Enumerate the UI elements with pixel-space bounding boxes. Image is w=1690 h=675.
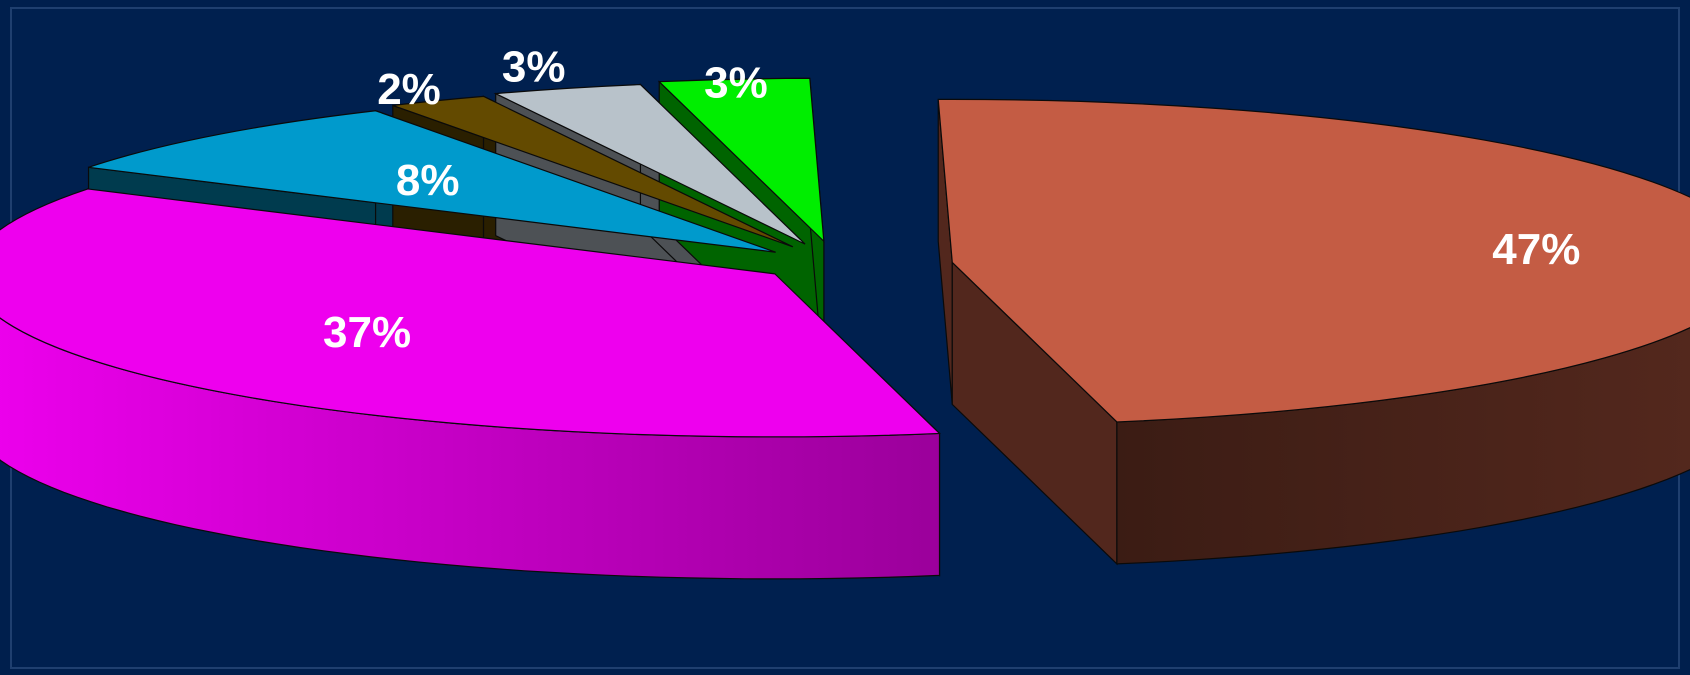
- slice-label-3: 8%: [396, 156, 460, 205]
- slice-5-top: [493, 83, 806, 245]
- slice-label-5: 3%: [502, 43, 566, 92]
- slice-label-6: 3%: [704, 59, 768, 108]
- slice-3-top: [88, 110, 776, 253]
- slice-1-top: [937, 98, 1690, 423]
- slice-6-top: [657, 77, 825, 243]
- pie-tops: [0, 77, 1690, 438]
- slice-label-4: 2%: [377, 65, 441, 114]
- slice-2-top: [0, 188, 941, 438]
- slice-4-top: [392, 95, 794, 248]
- pie-labels: 47% 37% 8% 2% 3% 3%: [323, 43, 1580, 358]
- slice-label-1: 47%: [1492, 225, 1580, 274]
- slice-label-2: 37%: [323, 308, 411, 357]
